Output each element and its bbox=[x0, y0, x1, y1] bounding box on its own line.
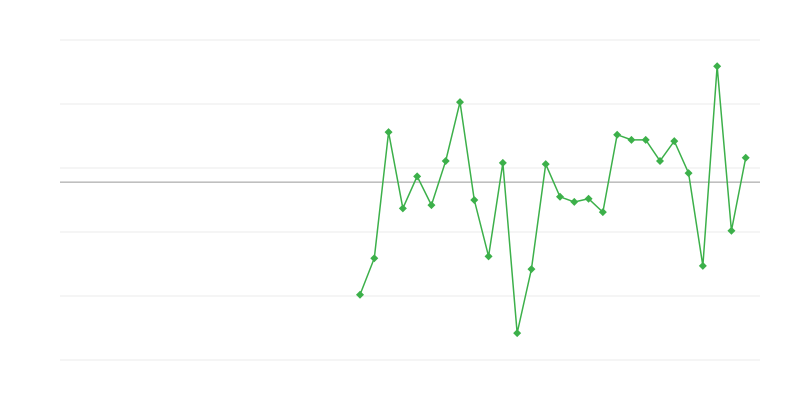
data-point bbox=[513, 329, 522, 338]
data-point bbox=[741, 153, 750, 162]
data-point bbox=[441, 156, 450, 165]
data-point bbox=[684, 169, 693, 178]
data-point bbox=[727, 226, 736, 235]
data-point bbox=[670, 137, 679, 146]
data-point bbox=[627, 135, 636, 144]
data-point bbox=[384, 128, 393, 137]
data-point bbox=[613, 130, 622, 139]
data-point bbox=[570, 197, 579, 206]
data-point bbox=[498, 158, 507, 167]
data-point bbox=[484, 252, 493, 261]
data-point bbox=[427, 201, 436, 210]
data-point bbox=[470, 196, 479, 204]
data-point bbox=[713, 62, 722, 71]
data-point bbox=[413, 172, 422, 181]
data-point bbox=[656, 156, 664, 165]
data-point bbox=[370, 254, 379, 263]
data-point bbox=[598, 208, 607, 217]
data-point bbox=[641, 135, 650, 144]
data-point bbox=[541, 160, 550, 169]
data-point bbox=[398, 204, 407, 213]
data-point bbox=[698, 261, 707, 270]
data-point bbox=[527, 265, 536, 274]
data-point bbox=[456, 98, 464, 107]
series-line bbox=[359, 66, 747, 334]
data-point bbox=[356, 290, 364, 299]
data-point bbox=[556, 192, 564, 201]
data-point bbox=[584, 194, 593, 203]
